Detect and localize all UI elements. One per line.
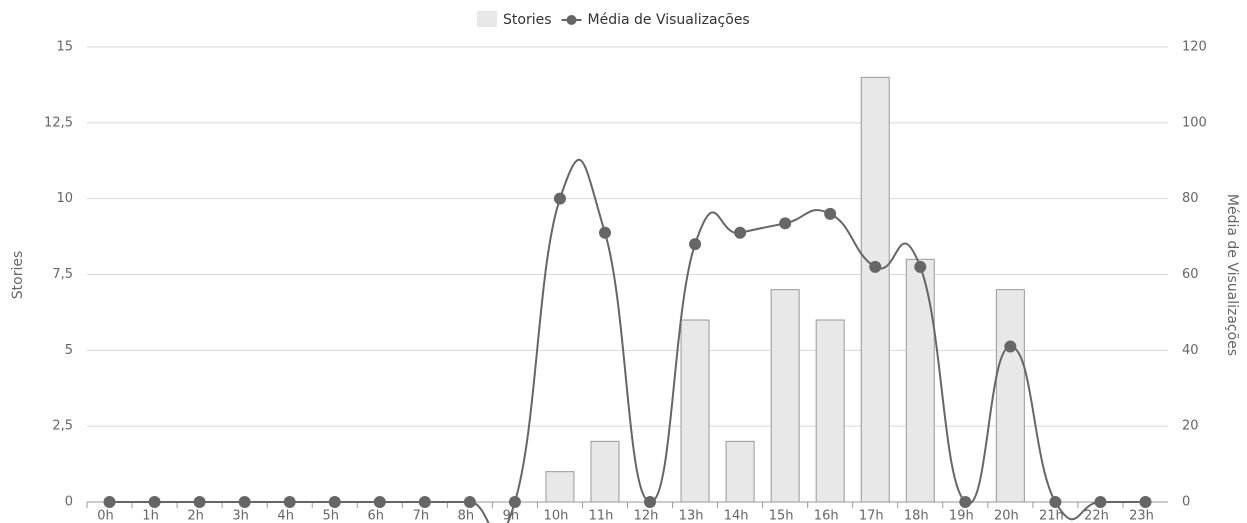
legend-label: Stories — [503, 12, 552, 28]
x-tick-label: 5h — [322, 509, 339, 523]
y-tick-label: 5 — [65, 343, 73, 358]
marker — [598, 226, 611, 239]
x-tick-label: 6h — [368, 509, 385, 523]
marker — [689, 238, 702, 251]
marker — [508, 496, 521, 508]
marker — [148, 496, 161, 508]
bar — [590, 440, 620, 503]
x-tick-label: 10h — [544, 509, 569, 523]
x-tick-label: 19h — [949, 509, 974, 523]
marker — [824, 207, 837, 220]
bar — [770, 289, 800, 503]
marker — [373, 496, 386, 508]
y-tick-label: 12,5 — [44, 115, 73, 130]
marker — [1139, 496, 1152, 508]
marker — [914, 260, 927, 273]
x-tick-label: 21h — [1039, 509, 1064, 523]
y2-axis-title: Média de Visualizações — [1224, 194, 1240, 356]
y2-tick-label: 120 — [1182, 40, 1207, 55]
marker — [193, 496, 206, 508]
y2-tick-label: 60 — [1182, 267, 1199, 282]
bar — [725, 440, 755, 503]
bar — [860, 76, 890, 503]
bar — [995, 289, 1025, 503]
y2-tick-label: 80 — [1182, 191, 1199, 206]
y-tick-label: 2,5 — [52, 419, 73, 434]
x-tick-label: 7h — [413, 509, 430, 523]
marker — [779, 217, 792, 230]
x-tick-label: 13h — [679, 509, 704, 523]
marker — [103, 496, 116, 508]
y2-tick-label: 0 — [1182, 495, 1190, 510]
x-tick-label: 20h — [994, 509, 1019, 523]
legend-label: Média de Visualizações — [588, 12, 750, 28]
x-tick-label: 16h — [814, 509, 839, 523]
x-tick-label: 22h — [1084, 509, 1109, 523]
marker — [553, 192, 566, 205]
x-tick-label: 18h — [904, 509, 929, 523]
marker — [463, 496, 476, 508]
x-tick-label: 2h — [187, 509, 204, 523]
marker — [283, 496, 296, 508]
marker — [869, 260, 882, 273]
x-tick-label: 17h — [859, 509, 884, 523]
x-tick-label: 8h — [458, 509, 475, 523]
x-tick-label: 1h — [142, 509, 159, 523]
marker — [1094, 496, 1107, 508]
x-tick-label: 12h — [634, 509, 659, 523]
y-tick-label: 7,5 — [52, 267, 73, 282]
y-tick-label: 0 — [65, 495, 73, 510]
bar — [545, 471, 575, 503]
x-tick-label: 14h — [724, 509, 749, 523]
y2-tick-label: 40 — [1182, 343, 1199, 358]
y2-tick-label: 20 — [1182, 419, 1199, 434]
x-tick-label: 15h — [769, 509, 794, 523]
marker — [1004, 340, 1017, 353]
marker — [238, 496, 251, 508]
x-tick-label: 23h — [1129, 509, 1154, 523]
marker — [644, 496, 657, 508]
y2-tick-label: 100 — [1182, 115, 1207, 130]
y-tick-label: 10 — [56, 191, 73, 206]
x-tick-label: 11h — [589, 509, 614, 523]
legend-swatch — [477, 11, 497, 27]
marker — [734, 226, 747, 239]
legend-swatch — [566, 15, 577, 25]
x-tick-label: 3h — [232, 509, 249, 523]
bar — [815, 319, 845, 503]
bar — [905, 258, 935, 503]
marker — [1049, 496, 1062, 508]
x-tick-label: 4h — [277, 509, 294, 523]
line — [109, 158, 1146, 523]
marker — [328, 496, 341, 508]
bar — [680, 319, 710, 503]
x-tick-label: 0h — [97, 509, 114, 523]
y-axis-title: Stories — [10, 251, 26, 300]
marker — [418, 496, 431, 508]
marker — [959, 496, 972, 508]
y-tick-label: 15 — [56, 40, 73, 55]
